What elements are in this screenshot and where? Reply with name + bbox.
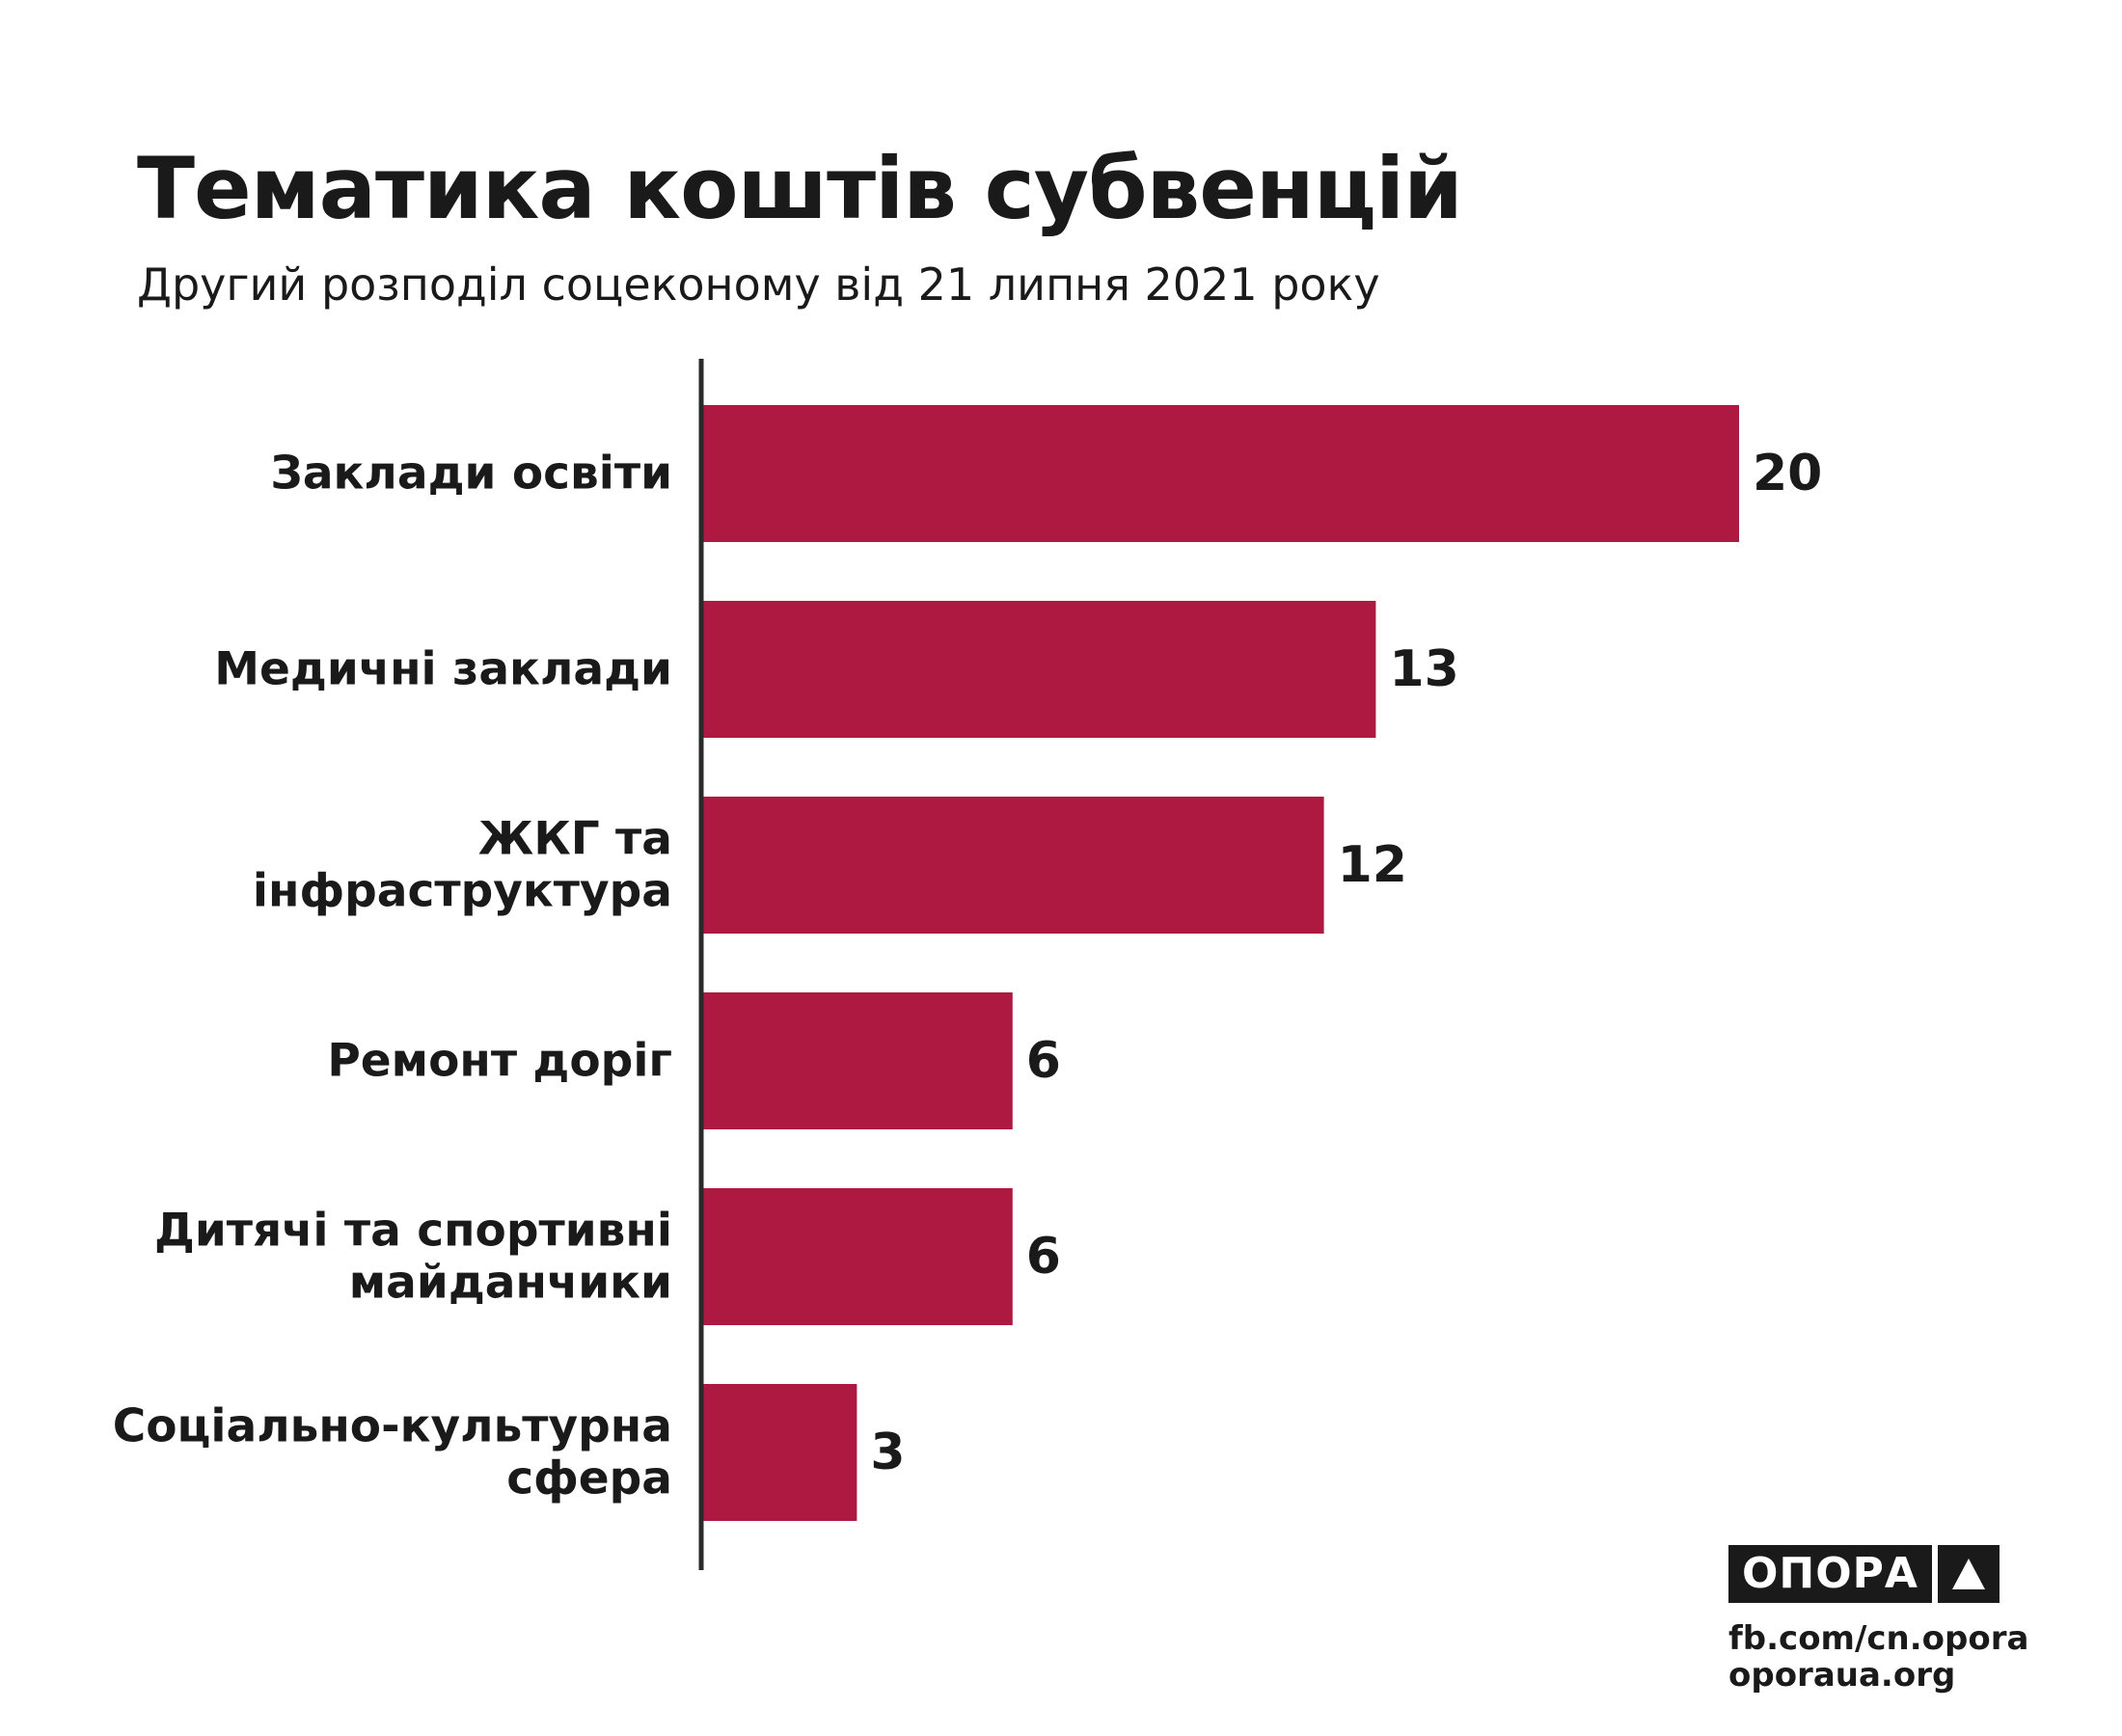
value-label: 6 [1026,1032,1061,1090]
category-label: майданчики [349,1257,672,1310]
value-label: 20 [1753,445,1822,502]
bar [701,1188,1013,1325]
category-label: Заклади освіти [270,448,672,501]
category-label: інфраструктура [253,865,672,918]
opora-logo: ОПОРА [1728,1545,2000,1603]
category-label: Дитячі та спортивні [154,1205,672,1258]
value-label: 6 [1026,1228,1061,1286]
bar [701,601,1376,738]
category-label: сфера [506,1452,672,1505]
bar [701,992,1013,1129]
value-label: 13 [1389,640,1458,698]
category-label: Медичні заклади [214,643,672,696]
bar [701,1384,857,1521]
triangle-icon [1937,1545,2000,1603]
facebook-link[interactable]: fb.com/cn.opora [1728,1619,2029,1658]
bar [701,405,1739,542]
category-label: Ремонт доріг [327,1035,672,1088]
category-label: ЖКГ та [478,813,672,866]
website-link[interactable]: oporaua.org [1728,1656,1956,1695]
bar [701,797,1324,934]
logo-text: ОПОРА [1728,1545,1932,1603]
value-label: 12 [1338,836,1407,894]
category-label: Соціально-культурна [113,1400,672,1453]
value-label: 3 [870,1424,905,1481]
chart-title: Тематика коштів субвенцій [137,139,1463,238]
chart-subtitle: Другий розподіл соцеконому від 21 липня … [137,258,1380,311]
